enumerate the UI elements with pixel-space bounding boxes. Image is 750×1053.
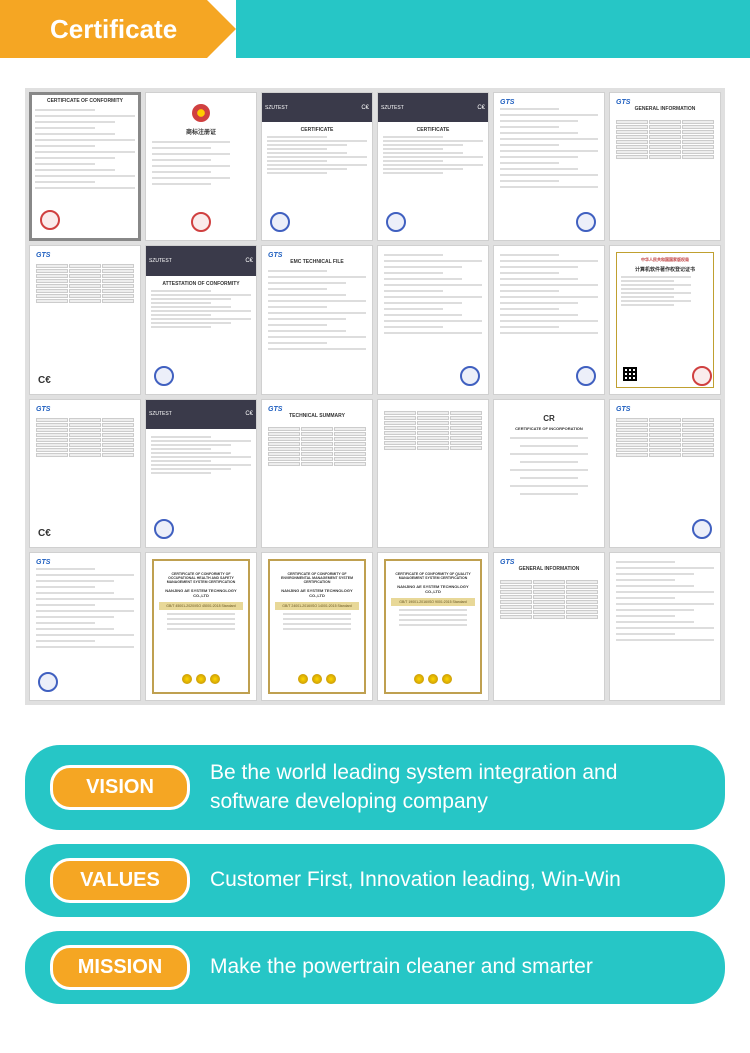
certificate-item: GTSGENERAL INFORMATION bbox=[609, 92, 721, 241]
certificate-item bbox=[609, 552, 721, 701]
header-title: Certificate bbox=[50, 14, 177, 45]
certificate-item: GTSEMC TECHNICAL FILE bbox=[261, 245, 373, 394]
values-panel: VALUES Customer First, Innovation leadin… bbox=[25, 844, 725, 917]
certificate-item: GTS bbox=[29, 552, 141, 701]
header-teal-bar bbox=[236, 0, 750, 58]
mission-badge: MISSION bbox=[50, 945, 190, 990]
vision-panel: VISION Be the world leading system integ… bbox=[25, 745, 725, 830]
values-text: Customer First, Innovation leading, Win-… bbox=[210, 866, 700, 894]
certificate-item: 中华人民共和国国家版权局计算机软件著作权登记证书 bbox=[609, 245, 721, 394]
certificate-item: CERTIFICATE OF CONFORMITY OF ENVIRONMENT… bbox=[261, 552, 373, 701]
certificate-item: 商标注册证 bbox=[145, 92, 257, 241]
vision-text: Be the world leading system integration … bbox=[210, 759, 700, 816]
certificate-item: SZUTESTC€CERTIFICATE bbox=[377, 92, 489, 241]
certificate-item: SZUTESTC€ bbox=[145, 399, 257, 548]
certificate-item: SZUTESTC€CERTIFICATE bbox=[261, 92, 373, 241]
certificate-item: GTS bbox=[493, 92, 605, 241]
certificate-item: GTSC€ bbox=[29, 245, 141, 394]
certificate-grid: CERTIFICATE OF CONFORMITY商标注册证SZUTESTC€C… bbox=[25, 88, 725, 705]
certificate-item: CRCERTIFICATE OF INCORPORATION bbox=[493, 399, 605, 548]
certificate-section: CERTIFICATE OF CONFORMITY商标注册证SZUTESTC€C… bbox=[0, 58, 750, 730]
certificate-item bbox=[377, 399, 489, 548]
info-panels-section: VISION Be the world leading system integ… bbox=[0, 730, 750, 1043]
values-badge: VALUES bbox=[50, 858, 190, 903]
certificate-item: CERTIFICATE OF CONFORMITY OF OCCUPATIONA… bbox=[145, 552, 257, 701]
vision-badge: VISION bbox=[50, 765, 190, 810]
certificate-item bbox=[377, 245, 489, 394]
certificate-item: SZUTESTC€ATTESTATION OF CONFORMITY bbox=[145, 245, 257, 394]
certificate-item: GTS bbox=[609, 399, 721, 548]
certificate-item: GTSGENERAL INFORMATION bbox=[493, 552, 605, 701]
certificate-item bbox=[493, 245, 605, 394]
certificate-item: CERTIFICATE OF CONFORMITY OF QUALITY MAN… bbox=[377, 552, 489, 701]
certificate-item: GTSTECHNICAL SUMMARY bbox=[261, 399, 373, 548]
mission-panel: MISSION Make the powertrain cleaner and … bbox=[25, 931, 725, 1004]
certificate-item: GTSC€ bbox=[29, 399, 141, 548]
mission-text: Make the powertrain cleaner and smarter bbox=[210, 953, 700, 981]
header-banner: Certificate bbox=[0, 0, 750, 58]
certificate-item: CERTIFICATE OF CONFORMITY bbox=[29, 92, 141, 241]
header-title-badge: Certificate bbox=[0, 0, 207, 58]
